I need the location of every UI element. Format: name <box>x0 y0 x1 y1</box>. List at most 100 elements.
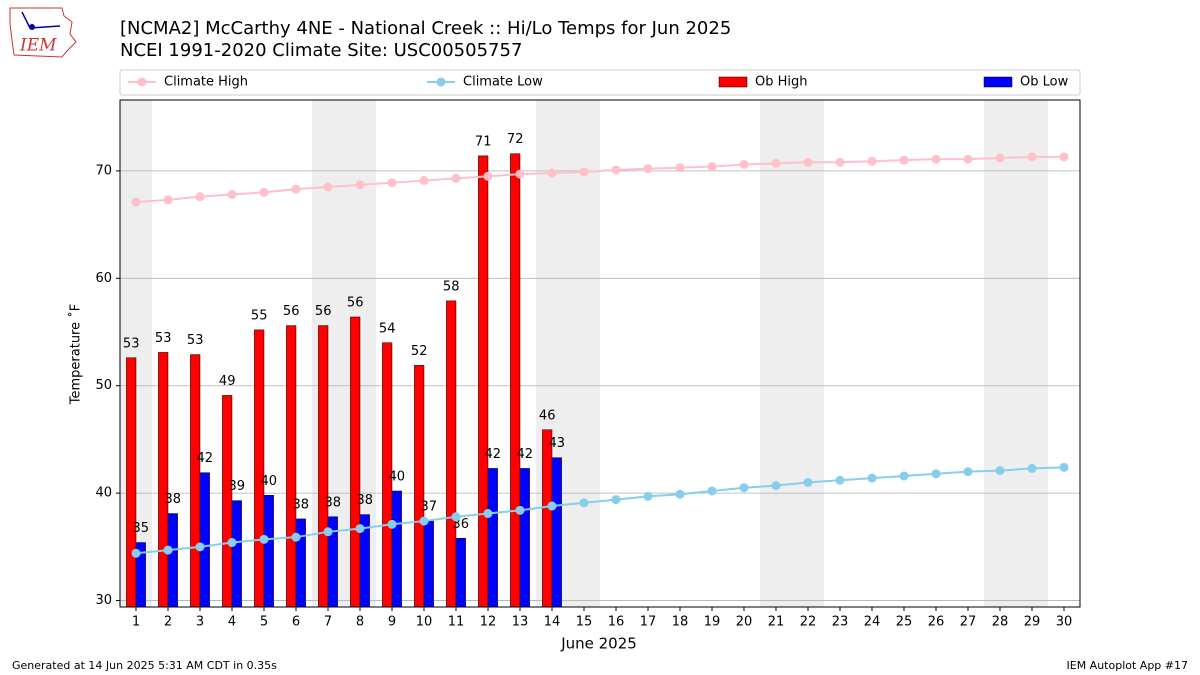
point <box>643 491 653 501</box>
point <box>899 471 909 481</box>
data-label: 35 <box>133 521 150 536</box>
bar <box>510 153 521 608</box>
point <box>483 509 493 519</box>
point <box>931 469 941 479</box>
point <box>643 164 653 174</box>
data-label: 49 <box>219 374 236 389</box>
data-label: 42 <box>197 451 214 466</box>
point <box>995 153 1005 163</box>
legend-label: Climate High <box>164 75 248 90</box>
point <box>1059 152 1069 162</box>
point <box>611 495 621 505</box>
bar <box>254 329 265 608</box>
x-tick-label: 22 <box>800 615 817 630</box>
legend-label: Ob High <box>755 75 808 90</box>
x-tick-label: 1 <box>132 615 140 630</box>
point <box>611 165 621 175</box>
point <box>1027 463 1037 473</box>
data-label: 39 <box>229 479 246 494</box>
y-tick-label: 60 <box>95 271 112 286</box>
point <box>771 158 781 168</box>
x-tick-label: 15 <box>576 615 593 630</box>
bar <box>199 472 210 608</box>
x-tick-label: 8 <box>356 615 364 630</box>
point <box>259 187 269 197</box>
point <box>803 157 813 167</box>
point <box>387 178 397 188</box>
x-tick-label: 28 <box>992 615 1009 630</box>
x-tick-label: 17 <box>640 615 657 630</box>
x-tick-label: 14 <box>544 615 561 630</box>
point <box>451 173 461 183</box>
point <box>323 527 333 537</box>
y-tick-label: 30 <box>95 593 112 608</box>
x-tick-label: 26 <box>928 615 945 630</box>
x-tick-label: 2 <box>164 615 172 630</box>
point <box>227 538 237 548</box>
point <box>227 190 237 200</box>
point <box>931 154 941 164</box>
line <box>135 466 1065 555</box>
bar <box>391 490 402 608</box>
x-tick-label: 10 <box>416 615 433 630</box>
data-label: 55 <box>251 308 268 323</box>
point <box>963 154 973 164</box>
x-tick-label: 27 <box>960 615 977 630</box>
point <box>835 157 845 167</box>
x-tick-label: 29 <box>1024 615 1041 630</box>
y-axis-label: Temperature ˚F <box>68 304 84 405</box>
data-label: 40 <box>261 474 278 489</box>
point <box>163 195 173 205</box>
point <box>771 481 781 491</box>
point <box>291 184 301 194</box>
point <box>707 162 717 172</box>
point <box>163 545 173 555</box>
point <box>675 163 685 173</box>
x-tick-label: 6 <box>292 615 300 630</box>
data-label: 38 <box>357 493 374 508</box>
data-label: 38 <box>325 495 342 510</box>
data-label: 56 <box>283 304 300 319</box>
point <box>451 512 461 522</box>
bar <box>222 395 233 608</box>
legend <box>119 69 1081 96</box>
point <box>739 483 749 493</box>
chart-subtitle: NCEI 1991-2020 Climate Site: USC00505757 <box>120 40 522 61</box>
x-tick-label: 16 <box>608 615 625 630</box>
legend-label: Climate Low <box>463 75 543 90</box>
point <box>803 477 813 487</box>
point <box>739 159 749 169</box>
logo: IEM <box>9 7 77 58</box>
data-label: 56 <box>315 304 332 319</box>
x-tick-label: 18 <box>672 615 689 630</box>
legend-swatch <box>718 76 748 88</box>
x-tick-label: 21 <box>768 615 785 630</box>
point <box>323 182 333 192</box>
data-label: 43 <box>549 436 566 451</box>
bar <box>487 468 498 608</box>
bar <box>263 495 274 608</box>
point <box>675 489 685 499</box>
weekend-band <box>760 100 792 607</box>
data-label: 42 <box>485 447 502 462</box>
legend-swatch <box>983 76 1013 88</box>
data-label: 42 <box>517 447 534 462</box>
data-label: 53 <box>187 333 204 348</box>
chart-title: [NCMA2] McCarthy 4NE - National Creek ::… <box>120 18 731 39</box>
point <box>291 532 301 542</box>
point <box>707 486 717 496</box>
bar <box>542 429 553 608</box>
bar <box>190 354 201 608</box>
legend-marker <box>436 77 446 87</box>
x-tick-label: 25 <box>896 615 913 630</box>
weekend-band <box>792 100 824 607</box>
data-label: 38 <box>293 497 310 512</box>
data-label: 58 <box>443 279 460 294</box>
bar <box>350 316 361 608</box>
point <box>579 498 589 508</box>
point <box>579 167 589 177</box>
weekend-band <box>984 100 1016 607</box>
point <box>355 524 365 534</box>
x-axis-label: June 2025 <box>560 635 637 653</box>
point <box>387 519 397 529</box>
